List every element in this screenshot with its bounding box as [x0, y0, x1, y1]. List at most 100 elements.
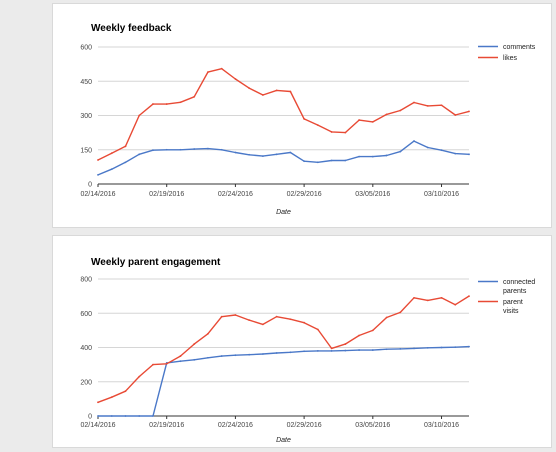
- x-axis-label: Date: [276, 437, 291, 444]
- data-point: [207, 71, 209, 74]
- data-point: [289, 151, 292, 154]
- x-tick-label: 02/14/2016: [80, 191, 115, 198]
- legend-label: connected parents: [503, 279, 535, 295]
- series-line-0: [98, 345, 470, 417]
- y-tick-label: 600: [80, 45, 92, 52]
- data-point: [261, 323, 264, 326]
- data-point: [413, 296, 415, 299]
- data-point: [152, 415, 154, 417]
- data-point: [454, 114, 457, 116]
- data-point: [358, 349, 360, 351]
- data-point: [344, 343, 347, 345]
- data-point: [289, 351, 292, 354]
- data-point: [275, 315, 278, 318]
- y-tick-label: 600: [80, 311, 92, 318]
- series-line-1: [97, 295, 470, 403]
- data-point: [110, 415, 113, 417]
- data-point: [220, 148, 223, 151]
- data-point: [193, 343, 196, 345]
- data-point: [358, 334, 360, 337]
- data-point: [440, 296, 443, 299]
- data-point: [316, 161, 319, 164]
- chart-title: Weekly feedback: [91, 23, 172, 34]
- x-tick-label: 02/19/2016: [149, 422, 184, 429]
- data-point: [399, 109, 402, 112]
- chart-title: Weekly parent engagement: [91, 257, 221, 268]
- weekly-parent-engagement-chart: Weekly parent engagement 0 200 400 600 800 02/…: [80, 257, 535, 444]
- data-point: [110, 152, 113, 155]
- data-point: [344, 349, 347, 352]
- data-point: [358, 155, 360, 158]
- data-point: [138, 114, 141, 117]
- data-point: [152, 149, 154, 152]
- data-point: [248, 353, 251, 356]
- data-point: [97, 159, 99, 161]
- data-point: [165, 362, 168, 365]
- data-point: [234, 314, 237, 316]
- data-point: [399, 347, 402, 350]
- data-point: [344, 131, 347, 134]
- data-point: [110, 168, 113, 171]
- data-point: [330, 347, 333, 350]
- data-point: [413, 347, 415, 350]
- data-point: [124, 390, 127, 393]
- data-point: [330, 159, 333, 162]
- data-point: [399, 311, 402, 314]
- legend-label: comments: [503, 44, 536, 51]
- data-point: [220, 355, 223, 357]
- data-point: [426, 299, 429, 302]
- y-tick-label: 200: [80, 379, 92, 386]
- series-line-1: [97, 67, 470, 161]
- data-point: [138, 375, 141, 378]
- data-point: [110, 396, 113, 399]
- x-tick-label: 03/10/2016: [424, 191, 459, 198]
- data-point: [468, 295, 470, 298]
- data-point: [193, 358, 196, 361]
- data-point: [97, 415, 99, 417]
- data-point: [440, 346, 443, 349]
- data-point: [138, 153, 141, 156]
- data-point: [468, 345, 470, 348]
- data-point: [179, 101, 182, 104]
- data-point: [220, 67, 223, 70]
- data-point: [440, 149, 443, 152]
- data-point: [413, 101, 415, 104]
- data-point: [468, 110, 470, 113]
- data-point: [165, 103, 168, 105]
- data-point: [248, 153, 251, 156]
- y-tick-label: 800: [80, 277, 92, 284]
- chart-panel-feedback: Weekly feedback 0 150 300 450 600 02/14/2016 02…: [52, 3, 552, 228]
- data-point: [261, 155, 264, 158]
- data-point: [316, 350, 319, 352]
- x-tick-label: 02/29/2016: [287, 422, 322, 429]
- legend-label: parent visits: [503, 299, 523, 315]
- data-point: [207, 356, 209, 359]
- data-point: [234, 78, 237, 80]
- data-point: [385, 316, 388, 319]
- data-point: [385, 348, 388, 351]
- data-point: [179, 355, 182, 357]
- data-point: [124, 161, 127, 164]
- data-point: [207, 332, 209, 335]
- data-point: [413, 140, 415, 142]
- data-point: [261, 353, 264, 355]
- data-point: [289, 90, 292, 93]
- data-point: [454, 346, 457, 349]
- y-tick-label: 150: [80, 147, 92, 154]
- x-axis-label: Date: [276, 209, 291, 216]
- data-point: [97, 401, 99, 404]
- data-point: [234, 151, 237, 154]
- data-point: [234, 354, 237, 357]
- x-tick-label: 03/10/2016: [424, 422, 459, 429]
- x-tick-label: 03/05/2016: [355, 191, 390, 198]
- data-point: [371, 329, 374, 332]
- data-point: [371, 155, 374, 158]
- x-tick-label: 02/19/2016: [149, 191, 184, 198]
- data-point: [303, 118, 306, 120]
- x-tick-label: 02/29/2016: [287, 191, 322, 198]
- data-point: [316, 328, 319, 331]
- data-point: [303, 321, 306, 324]
- data-point: [193, 148, 196, 150]
- x-tick-label: 02/24/2016: [218, 191, 253, 198]
- data-point: [371, 120, 374, 123]
